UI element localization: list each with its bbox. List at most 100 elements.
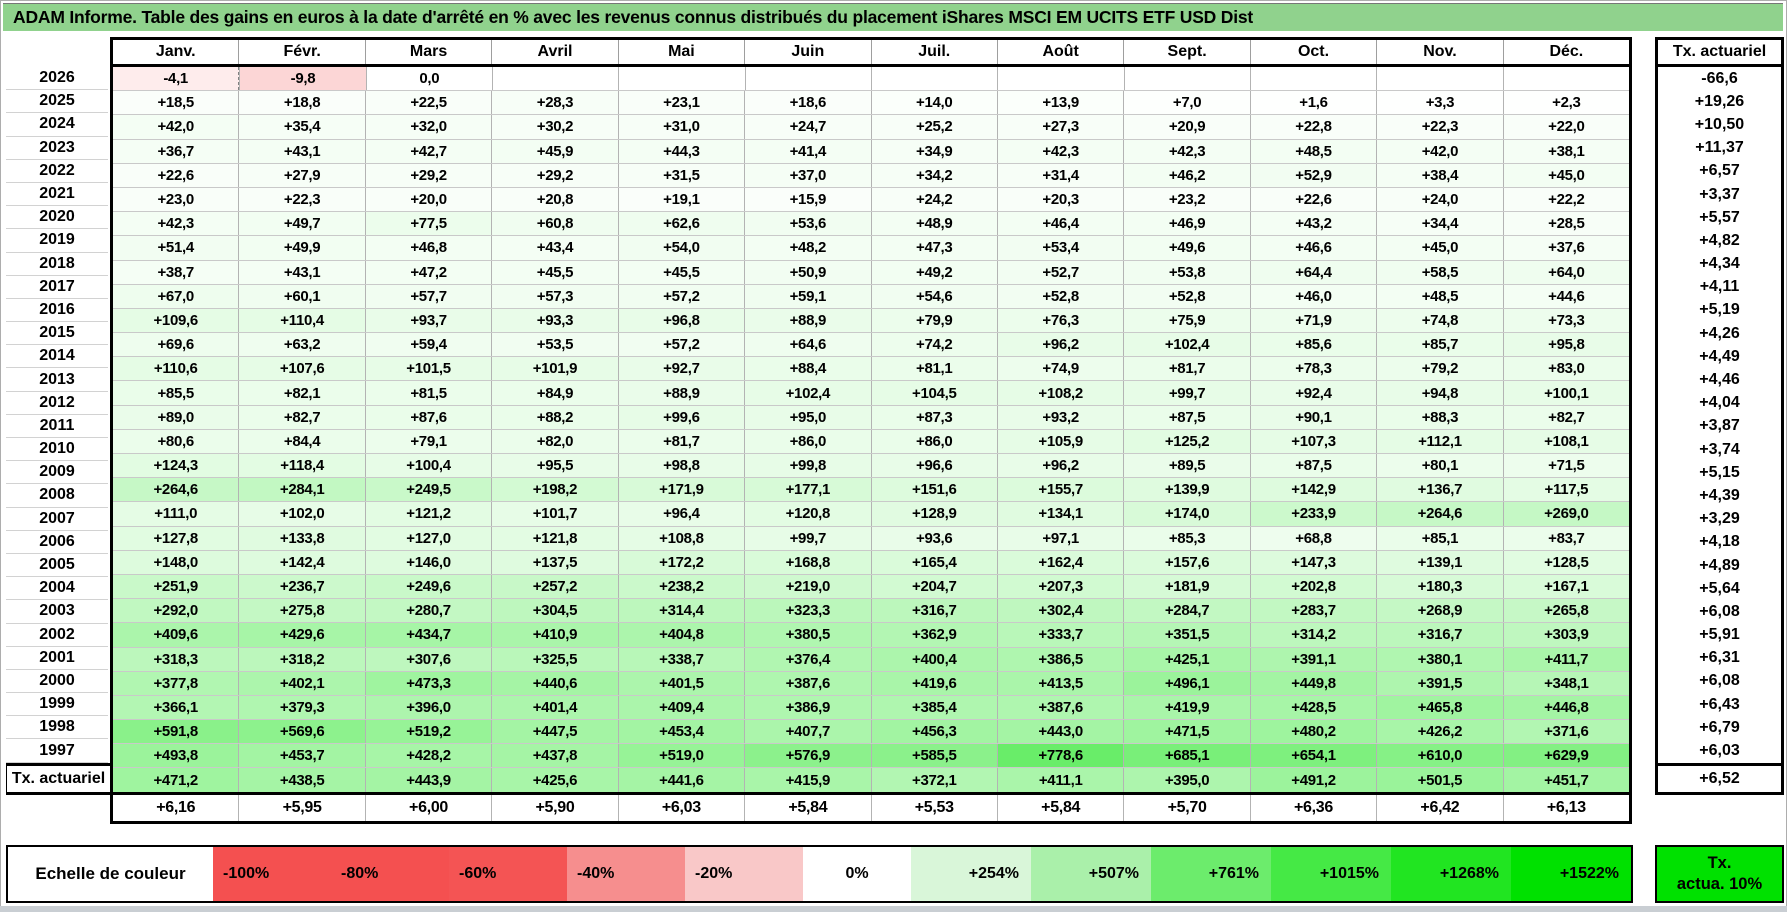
table-cell: +456,3 — [870, 720, 997, 744]
table-cell: +44,3 — [617, 139, 745, 163]
table-cell: +52,9 — [1249, 163, 1377, 187]
column-header: Juil. — [870, 40, 997, 64]
table-cell: +34,2 — [870, 163, 997, 187]
table-cell: +415,9 — [744, 768, 871, 792]
table-cell: +54,0 — [617, 236, 745, 260]
table-cell: +519,2 — [364, 720, 492, 744]
actuarial-value: +11,37 — [1695, 139, 1744, 157]
column-header: Avril — [491, 40, 617, 64]
table-cell: +419,9 — [1123, 695, 1250, 720]
table-cell: +15,9 — [744, 187, 871, 212]
table-cell — [744, 67, 871, 91]
table-cell: +89,5 — [1123, 454, 1250, 478]
table-cell: +22,0 — [1502, 115, 1630, 139]
table-cell: +95,5 — [491, 454, 618, 478]
table-cell: +102,4 — [1123, 333, 1250, 357]
table-row: +292,0 +275,8 +280,7 +304,5 +314,4 +323,3 +316… — [113, 598, 1630, 623]
table-cell: +411,1 — [996, 768, 1124, 792]
table-row: +42,0 +35,4 +32,0 +30,2 +31,0 +24,7 +25,2 +27,3… — [113, 114, 1630, 139]
table-cell: +438,5 — [238, 768, 365, 792]
table-cell: +97,1 — [996, 526, 1124, 550]
table-cell: +395,0 — [1123, 768, 1250, 792]
table-cell: +42,7 — [364, 139, 492, 163]
table-cell: +57,2 — [617, 284, 745, 308]
legend-cells: -100% -80% -60% -40% -20% 0% +254% +507% +761% +1… — [213, 847, 1631, 901]
table-row: +51,4 +49,9 +46,8 +43,4 +54,0 +48,2 +47,3 +53,4… — [113, 235, 1630, 260]
table-cell: +98,8 — [617, 454, 745, 478]
table-cell: +92,7 — [617, 357, 745, 381]
table-row: +18,5 +18,8 +22,5 +28,3 +23,1 +18,6 +14,0 +13,9… — [113, 90, 1630, 115]
actuarial-value: +4,18 — [1699, 533, 1740, 551]
table-cell: +31,5 — [617, 163, 745, 187]
table-cell: +104,5 — [870, 381, 997, 405]
color-scale-legend: Echelle de couleur -100% -80% -60% -40% -20%… — [6, 845, 1633, 903]
table-cell: +80,6 — [113, 429, 239, 453]
table-cell: +434,7 — [364, 623, 492, 647]
actuarial-rate-cell: +5,70 — [1123, 794, 1249, 821]
legend-actuarial-line1: Tx. — [1707, 854, 1732, 873]
year-label: 2019 — [6, 229, 108, 253]
table-cell: +333,7 — [996, 623, 1124, 647]
year-label: 2022 — [6, 160, 108, 183]
table-cell: +107,3 — [1249, 429, 1377, 453]
table-cell: +249,5 — [364, 478, 492, 502]
actuarial-value: +4,34 — [1699, 255, 1740, 273]
table-cell: +75,9 — [1123, 308, 1250, 333]
table-cell: +118,4 — [238, 454, 365, 478]
table-cell: +387,6 — [744, 671, 871, 695]
column-header: Févr. — [238, 40, 364, 64]
table-cell: +162,4 — [996, 550, 1124, 574]
table-cell: +53,8 — [1123, 260, 1250, 284]
actuarial-value: +5,19 — [1699, 301, 1740, 319]
table-cell: +396,0 — [364, 695, 492, 720]
table-cell: +351,5 — [1123, 623, 1250, 647]
table-cell: +85,1 — [1376, 526, 1503, 550]
table-cell: +471,5 — [1123, 720, 1250, 744]
table-cell: +94,8 — [1376, 381, 1503, 405]
actuarial-rate-cell: +5,95 — [238, 794, 364, 821]
table-cell: +93,3 — [491, 308, 618, 333]
table-cell: +151,6 — [870, 478, 997, 502]
table-cell: +54,6 — [870, 284, 997, 308]
table-cell: +107,6 — [238, 357, 365, 381]
table-cell: +31,4 — [996, 163, 1124, 187]
table-cell: +53,6 — [744, 212, 871, 236]
actuarial-rate-cell: +5,84 — [744, 794, 870, 821]
table-cell: +20,8 — [491, 187, 618, 212]
table-cell: +134,1 — [996, 502, 1124, 526]
table-cell: +25,2 — [870, 115, 997, 139]
actuarial-value: +3,74 — [1699, 440, 1740, 458]
table-cell: +45,5 — [617, 260, 745, 284]
year-label: 2020 — [6, 206, 108, 230]
table-cell: +302,4 — [996, 599, 1124, 623]
table-cell: +69,6 — [113, 333, 239, 357]
table-cell: +93,7 — [364, 308, 492, 333]
actuarial-value: +6,43 — [1699, 695, 1740, 713]
table-cell: +22,6 — [1249, 187, 1377, 212]
actuarial-value: +4,39 — [1699, 486, 1740, 504]
table-cell: +264,6 — [1376, 502, 1503, 526]
actuarial-rate-cell: +5,90 — [491, 794, 617, 821]
table-cell: +93,2 — [996, 405, 1124, 429]
table-cell: +88,9 — [617, 381, 745, 405]
table-cell: +24,0 — [1376, 187, 1503, 212]
table-body: -4,1 -9,8 0,0 +18,5 +18,8 +22,5 +28,3 +23,1 +18,… — [113, 67, 1630, 792]
table-cell: +402,1 — [238, 671, 365, 695]
table-cell: +391,1 — [1249, 647, 1377, 671]
year-label: 1998 — [6, 716, 108, 740]
table-cell: +233,9 — [1249, 502, 1377, 526]
actuarial-value: +6,08 — [1699, 672, 1740, 690]
table-cell: +31,0 — [617, 115, 745, 139]
table-cell: +629,9 — [1502, 744, 1630, 768]
table-cell: +37,6 — [1502, 236, 1630, 260]
table-cell: +102,4 — [744, 381, 871, 405]
table-cell — [870, 67, 998, 91]
column-header: Nov. — [1376, 40, 1502, 64]
table-cell: +45,5 — [491, 260, 618, 284]
table-cell: +443,9 — [364, 768, 492, 792]
table-cell: +7,0 — [1123, 91, 1250, 115]
table-cell: +165,4 — [870, 550, 997, 574]
table-cell: +177,1 — [744, 478, 871, 502]
table-cell: +117,5 — [1502, 478, 1630, 502]
table-cell: +88,9 — [744, 308, 871, 333]
